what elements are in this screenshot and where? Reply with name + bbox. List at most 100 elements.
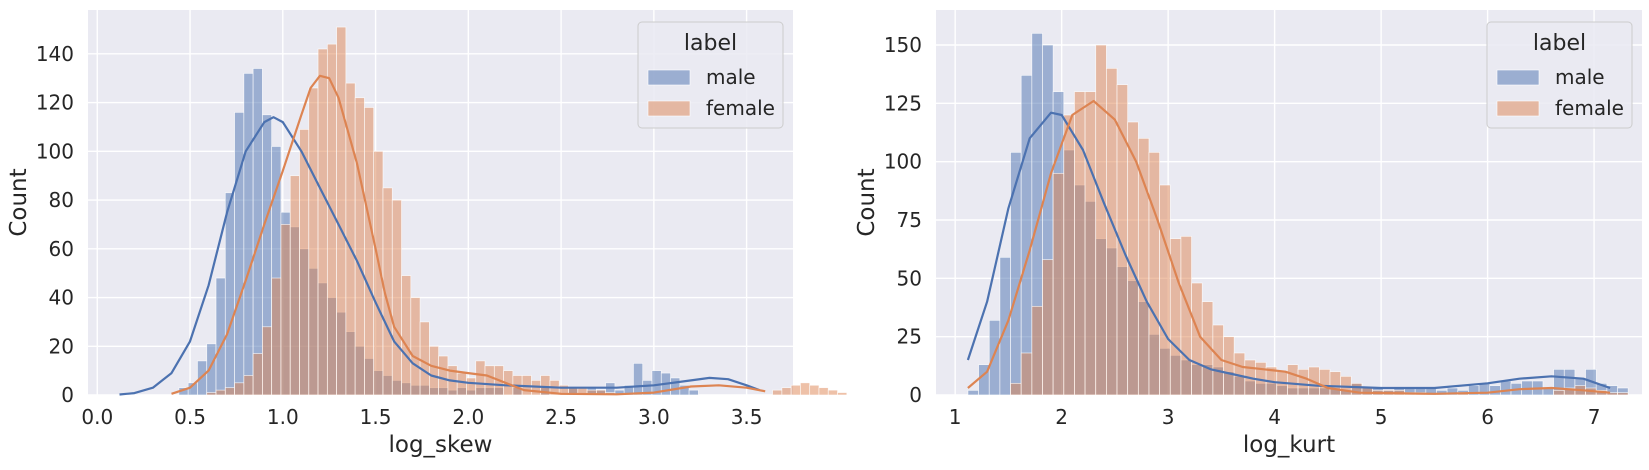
kde-line-male xyxy=(119,116,760,396)
bar-female xyxy=(781,387,792,396)
bar-female xyxy=(1010,382,1022,396)
bar-female xyxy=(429,345,439,396)
y-tick-label: 20 xyxy=(49,334,74,358)
x-axis-label: log_skew xyxy=(388,432,492,458)
bar-female xyxy=(280,224,291,396)
bar-female xyxy=(1223,336,1235,396)
x-tick-label: 1 xyxy=(949,405,962,429)
bar-male xyxy=(243,73,254,396)
y-tick-label: 125 xyxy=(884,91,922,115)
x-tick-label: 7 xyxy=(1588,405,1601,429)
bar-female xyxy=(466,377,477,396)
x-tick-label: 5 xyxy=(1375,405,1388,429)
y-tick-label: 25 xyxy=(897,325,922,349)
legend-swatch-male xyxy=(1496,69,1540,86)
bar-female xyxy=(1287,364,1299,396)
x-tick-label: 6 xyxy=(1481,405,1494,429)
bar-female xyxy=(391,199,402,396)
bar-female xyxy=(1052,172,1065,396)
bar-female xyxy=(1191,282,1203,396)
y-tick-label: 100 xyxy=(36,139,74,163)
legend-entry-male: male xyxy=(706,65,756,89)
legend-entry-male: male xyxy=(1555,65,1605,89)
bar-female xyxy=(317,48,328,396)
legend: label male female xyxy=(1486,21,1633,129)
bar-female xyxy=(1042,259,1054,396)
bar-male xyxy=(688,389,699,396)
bar-female xyxy=(299,129,310,396)
bar-female xyxy=(252,353,263,396)
bar-female xyxy=(790,384,801,396)
bar-female xyxy=(354,97,365,396)
x-axis-label: log_kurt xyxy=(1243,432,1335,458)
bar-female xyxy=(1084,91,1097,396)
bar-female xyxy=(438,355,449,396)
bar-male xyxy=(1500,380,1512,396)
x-tick-label: 1.0 xyxy=(267,405,299,429)
y-tick-label: 60 xyxy=(49,237,74,261)
x-tick-label: 2.0 xyxy=(452,405,484,429)
bar-female xyxy=(772,389,783,396)
bar-female xyxy=(1553,389,1565,396)
bar-male xyxy=(1020,74,1033,396)
bar-male xyxy=(988,319,1001,396)
bar-female xyxy=(1297,368,1310,396)
bar-female xyxy=(827,389,838,396)
legend-swatch-male xyxy=(647,69,691,86)
y-axis-label: Count xyxy=(854,168,880,236)
x-tick-label: 2 xyxy=(1055,405,1068,429)
legend-swatch-female xyxy=(1496,100,1540,117)
bar-male xyxy=(234,111,245,396)
bar-female xyxy=(800,382,811,396)
bar-female xyxy=(1159,184,1171,396)
kde-line-female xyxy=(171,74,766,396)
bar-female xyxy=(243,375,254,396)
bar-female xyxy=(1329,371,1341,396)
bar-male xyxy=(967,389,979,396)
x-tick-label: 0.0 xyxy=(81,405,113,429)
bar-female xyxy=(308,87,319,396)
legend: label male female xyxy=(637,21,784,129)
legend-entry-female: female xyxy=(706,96,775,120)
bar-female xyxy=(1180,235,1192,396)
x-tick-label: 1.5 xyxy=(360,405,392,429)
bar-female xyxy=(1148,151,1160,396)
bar-female xyxy=(364,107,375,396)
bar-female xyxy=(336,26,347,396)
bar-female xyxy=(484,365,495,396)
y-axis-label: Count xyxy=(6,168,32,236)
bar-female xyxy=(206,392,217,396)
bar-female xyxy=(234,382,245,396)
bar-male xyxy=(633,362,644,396)
bar-female xyxy=(215,389,226,396)
y-tick-label: 150 xyxy=(884,33,922,57)
y-tick-label: 75 xyxy=(897,208,922,232)
kde-line-male xyxy=(966,111,1611,390)
bar-male xyxy=(670,377,681,396)
y-tick-label: 140 xyxy=(36,42,74,66)
bar-female xyxy=(1063,114,1075,396)
bar-female xyxy=(410,297,421,396)
x-tick-label: 3.0 xyxy=(638,405,670,429)
y-tick-label: 120 xyxy=(36,91,74,115)
legend-title: label xyxy=(684,31,737,56)
bar-female xyxy=(401,275,412,396)
bar-female xyxy=(818,387,829,396)
y-tick-label: 40 xyxy=(49,286,74,310)
y-tick-label: 0 xyxy=(61,383,74,407)
y-tick-label: 50 xyxy=(897,266,922,290)
y-tick-label: 100 xyxy=(884,150,922,174)
bar-male xyxy=(1489,385,1501,396)
bar-female xyxy=(1095,44,1107,396)
kde-line-female xyxy=(967,99,1611,395)
x-tick-label: 4 xyxy=(1268,405,1281,429)
bar-male xyxy=(1010,151,1022,396)
bar-female xyxy=(475,360,486,396)
bar-female xyxy=(224,387,235,396)
x-tick-label: 3 xyxy=(1162,405,1175,429)
x-tick-label: 3.5 xyxy=(731,405,763,429)
bar-female xyxy=(419,321,430,396)
bar-female xyxy=(262,326,273,396)
bar-female xyxy=(1318,368,1331,396)
